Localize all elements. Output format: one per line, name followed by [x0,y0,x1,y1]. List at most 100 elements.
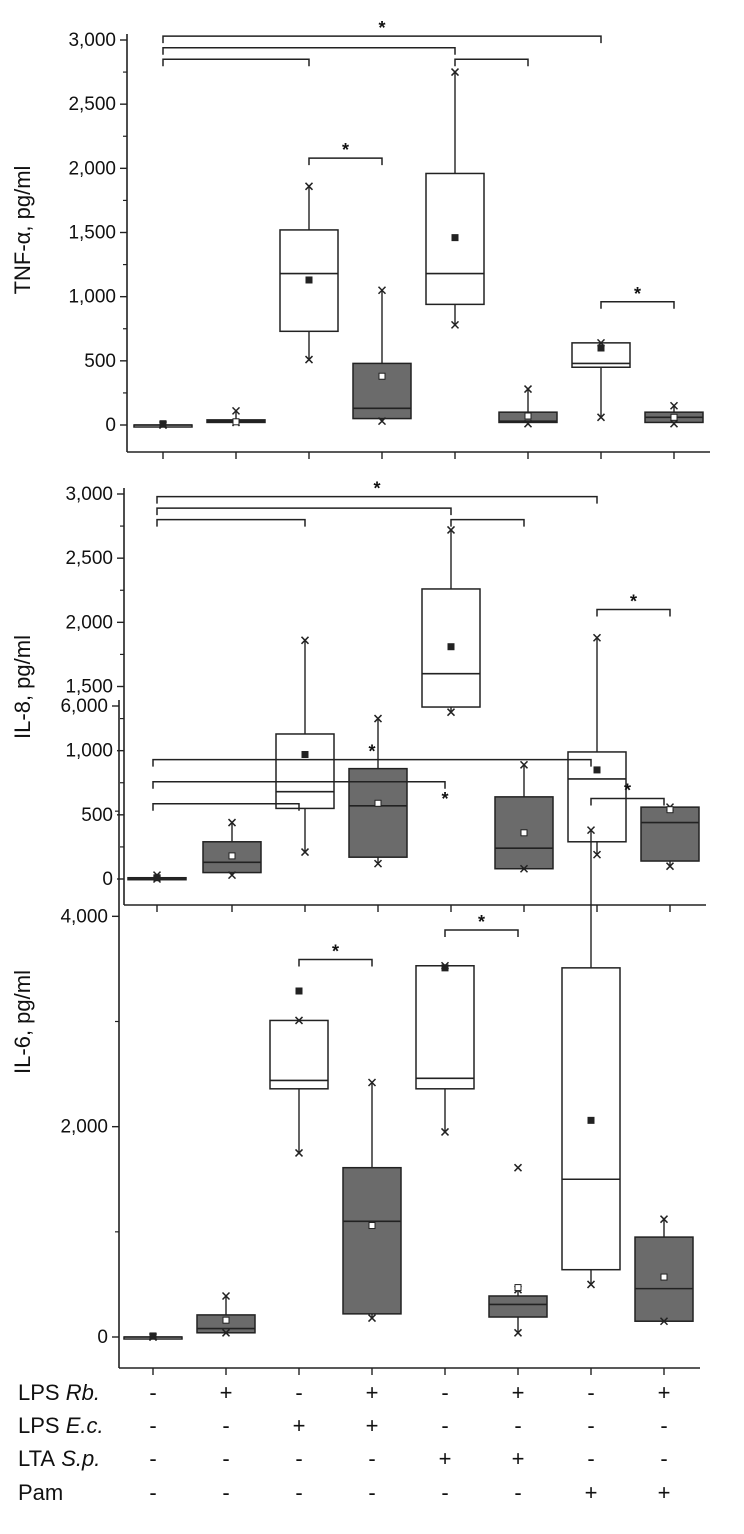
condition-sign: - [587,1380,594,1405]
condition-sign: - [587,1446,594,1471]
mean-marker [295,987,303,995]
significance-star: * [624,781,631,801]
condition-label-species: E.c. [60,1413,104,1438]
box-group-7 [567,633,627,859]
y-tick-label: 1,500 [68,223,116,244]
y-tick-label: 6,000 [60,696,108,717]
significance-bracket [156,507,452,516]
condition-sign: - [149,1413,156,1438]
condition-sign: - [149,1480,156,1505]
significance-bracket [596,608,671,617]
min-marker [440,1127,450,1136]
mean-marker [153,874,161,882]
condition-label-prefix: LPS [18,1380,60,1405]
significance-bracket [156,518,306,527]
condition-sign: - [222,1446,229,1471]
mean-marker [447,643,455,651]
mean-marker [597,344,605,352]
box-group-8 [640,803,700,871]
y-tick-label: 3,000 [65,484,113,505]
box-group-3 [279,182,339,364]
significance-bracket [298,958,373,967]
significance-star: * [373,479,380,499]
y-tick-label: 1,500 [65,677,113,698]
box-iqr [567,751,627,843]
max-marker [294,1016,304,1025]
condition-sign: - [295,1446,302,1471]
max-marker [221,1291,231,1301]
box-iqr [415,965,475,1090]
max-marker [300,636,310,645]
box-iqr [352,362,412,420]
max-marker [450,68,460,77]
condition-label-prefix: Pam [18,1480,63,1505]
y-tick-label: 0 [105,415,116,436]
significance-bracket [454,58,529,67]
box-group-1 [127,871,187,884]
mean-marker [441,964,449,972]
y-tick-label: 2,000 [60,1117,108,1138]
condition-sign: - [660,1413,667,1438]
max-marker [373,714,383,723]
condition-sign: - [514,1480,521,1505]
min-marker [669,419,679,428]
min-marker [294,1148,304,1157]
condition-sign: - [441,1380,448,1405]
y-tick-label: 2,000 [68,158,116,179]
condition-sign: - [149,1446,156,1471]
max-marker [304,182,314,191]
y-tick-label: 0 [102,869,113,890]
max-marker [377,286,387,295]
condition-sign: + [220,1380,233,1405]
box-group-2 [202,818,262,880]
significance-star: * [332,941,339,961]
box-group-6 [494,760,554,873]
box-group-1 [123,1332,183,1342]
max-marker [659,1215,669,1224]
y-tick-label: 3,000 [68,30,116,51]
y-axis-label: IL-6, pg/ml [10,970,35,1074]
condition-sign: + [366,1413,379,1438]
mean-marker [378,372,386,380]
condition-sign: + [658,1480,671,1505]
min-marker [300,848,310,857]
condition-sign: - [295,1380,302,1405]
box-group-5 [415,961,475,1136]
significance-star: * [368,742,375,762]
y-tick-label: 2,500 [65,548,113,569]
y-tick-label: 1,000 [65,741,113,762]
box-group-7 [561,826,621,1289]
mean-marker [670,413,678,421]
significance-star: * [441,789,448,809]
min-marker [304,355,314,364]
significance-bracket [444,929,519,938]
condition-sign: + [658,1380,671,1405]
condition-sign: - [149,1380,156,1405]
significance-bracket [162,46,456,55]
min-marker [586,1280,596,1289]
condition-sign: + [293,1413,306,1438]
box-group-4 [348,714,408,868]
box-iqr [488,1295,548,1318]
min-marker [592,850,602,859]
min-marker [221,1328,231,1337]
chart-panel-3: 0 2,000 4,000 6,000 IL-6, pg/ml * * * * * [10,696,700,1375]
y-tick-label: 500 [84,351,116,372]
condition-label: LTA S.p. [18,1446,100,1471]
significance-bracket [450,518,525,527]
condition-label-prefix: LPS [18,1413,60,1438]
min-marker [367,1314,377,1323]
condition-sign: - [514,1413,521,1438]
mean-marker [660,1273,668,1281]
max-marker [231,406,241,415]
mean-marker [520,829,528,837]
significance-bracket [590,797,665,806]
mean-marker [228,852,236,860]
box-iqr [494,796,554,870]
min-marker [373,859,383,868]
chart-panel-2: 0 500 1,000 1,500 2,000 2,500 3,000 IL-8, pg/ml… [10,479,706,912]
box-group-3 [275,636,335,857]
condition-sign: - [368,1446,375,1471]
max-marker [669,401,679,410]
